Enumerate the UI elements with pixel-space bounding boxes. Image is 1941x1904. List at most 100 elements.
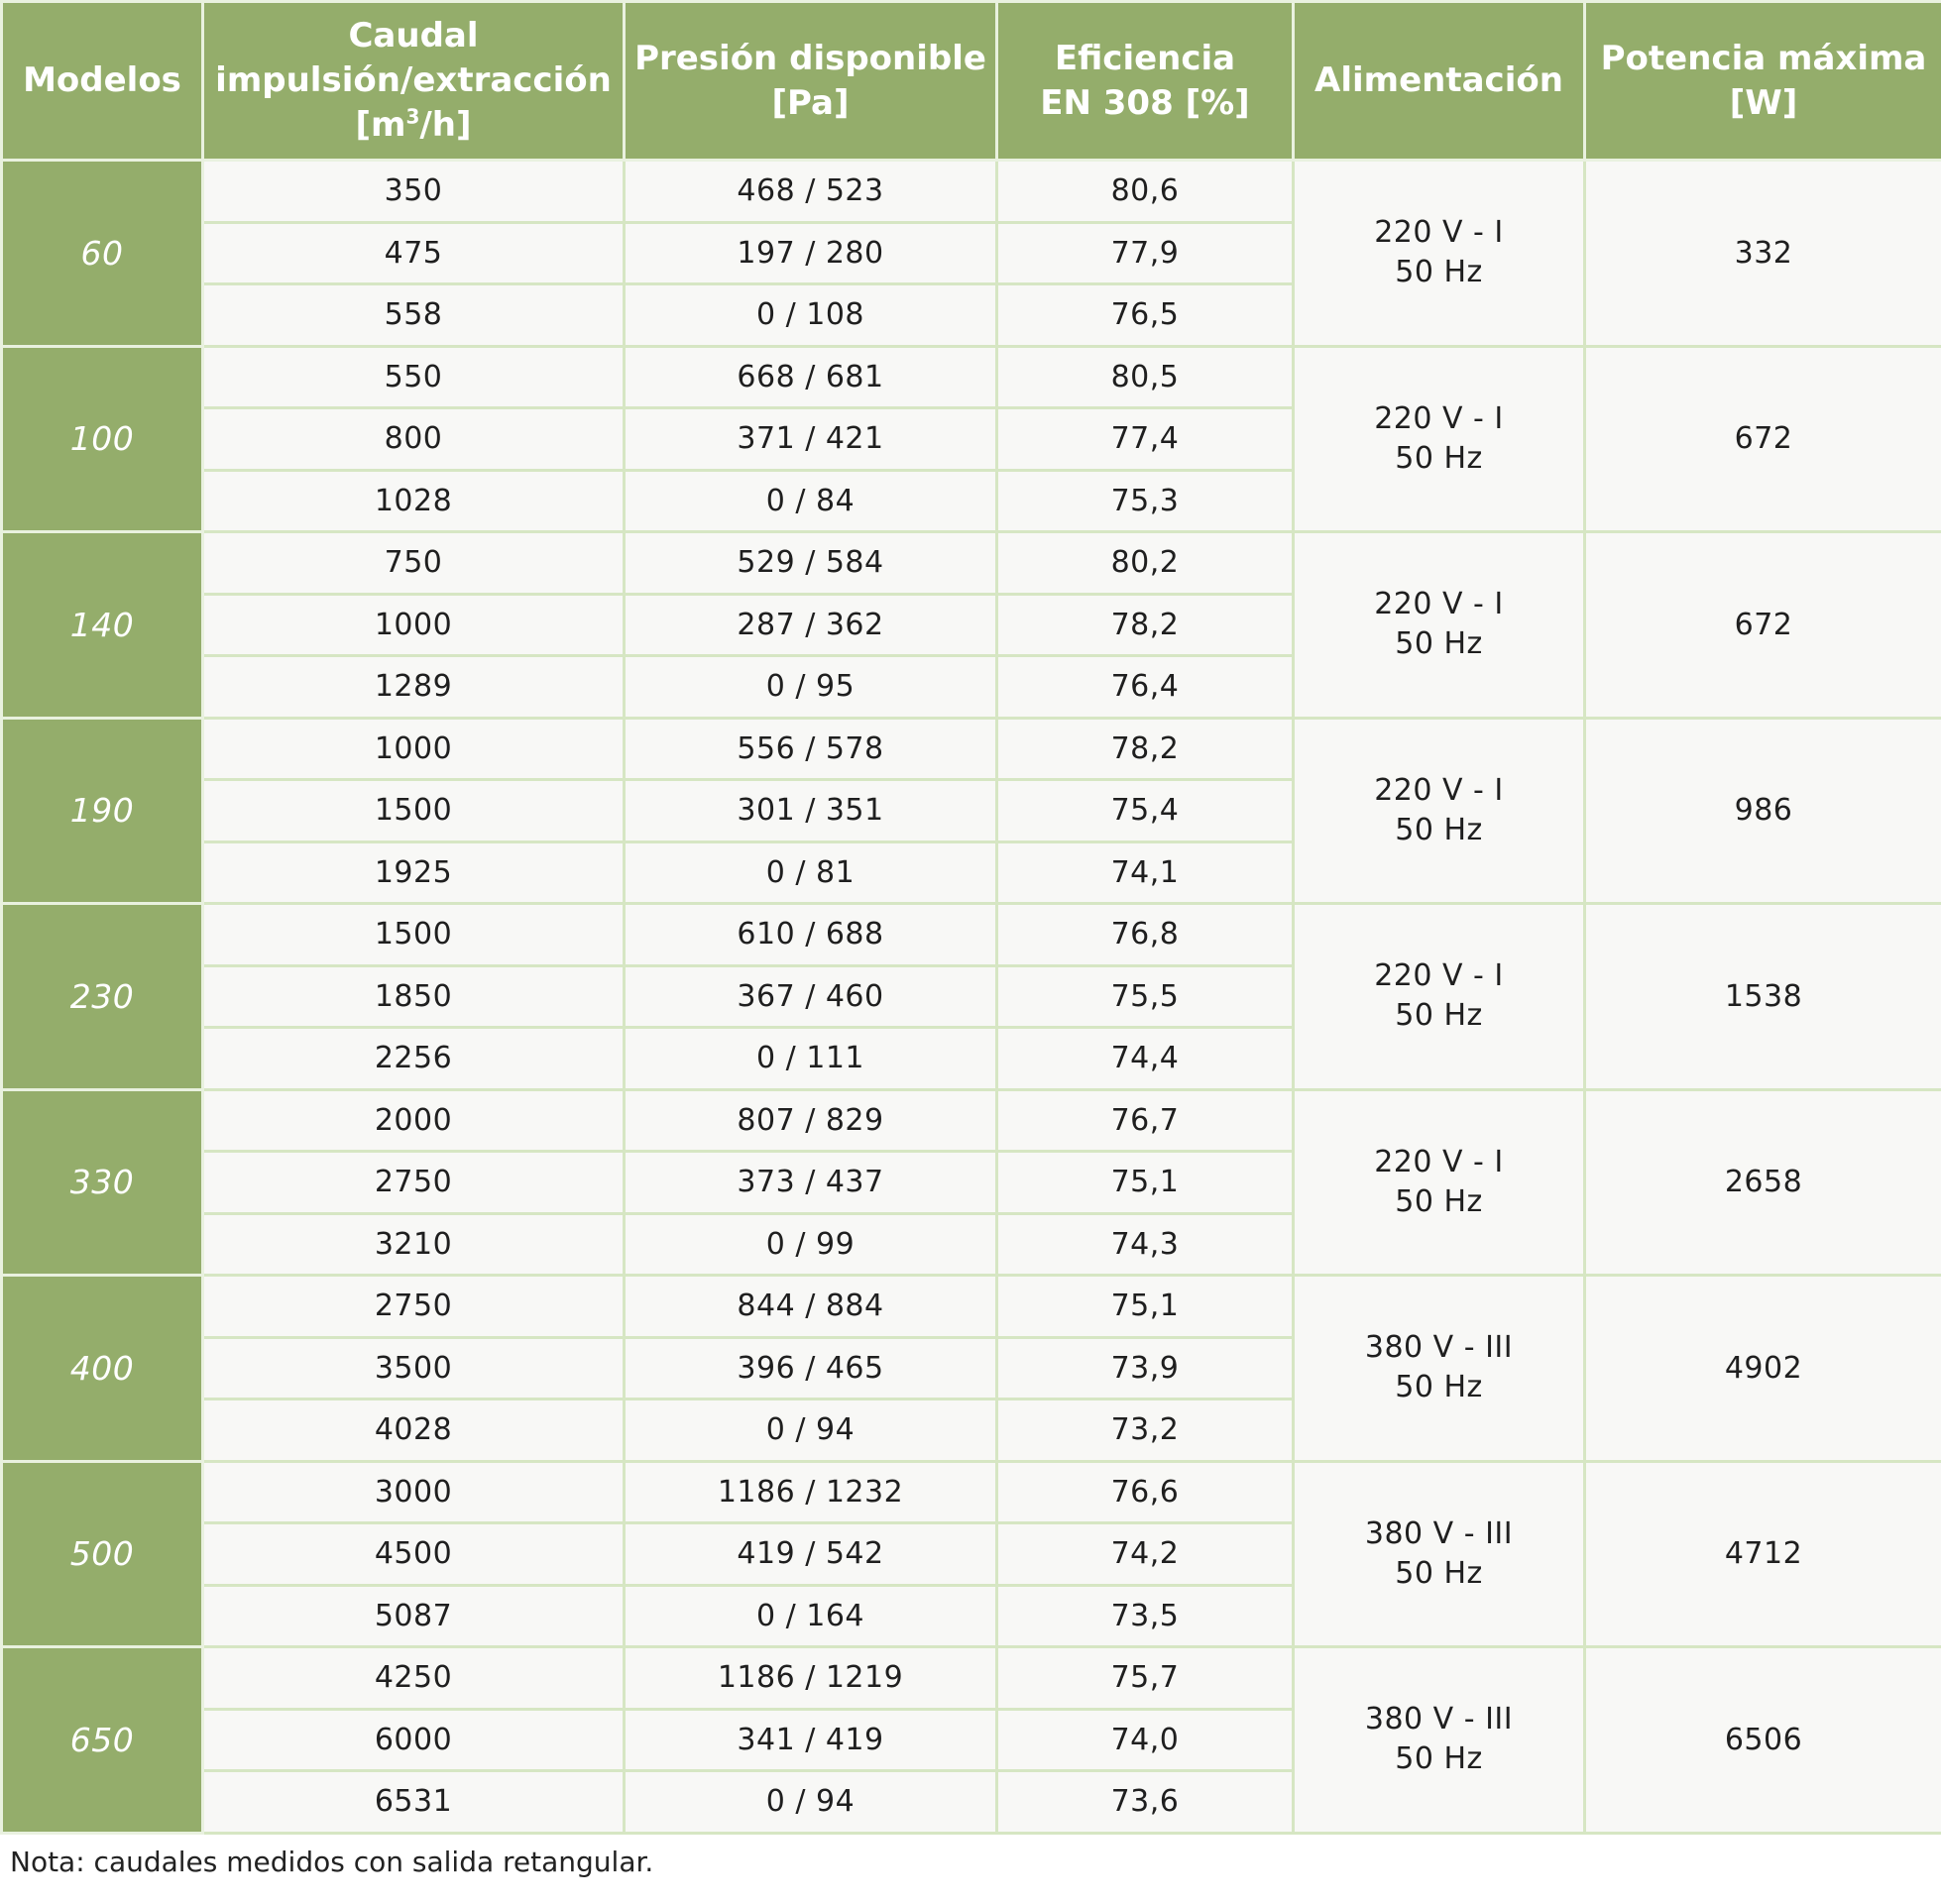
table-row: 4500 419 / 542 74,2 bbox=[2, 1521, 1941, 1587]
pressure-cell: 668 / 681 bbox=[623, 344, 998, 409]
table-row: 1289 0 / 95 76,4 bbox=[2, 654, 1941, 720]
table-row: 100 550 668 / 681 80,5 220 V - I 50 Hz 672 bbox=[0, 344, 1941, 533]
supply-cell: 220 V - I 50 Hz bbox=[1292, 344, 1586, 533]
pressure-cell: 419 / 542 bbox=[623, 1521, 998, 1587]
power-cell: 332 bbox=[1583, 159, 1941, 348]
header-flow-unit-end: /h] bbox=[419, 105, 472, 145]
power-cell: 6506 bbox=[1583, 1645, 1941, 1835]
supply-frequency: 50 Hz bbox=[1395, 1370, 1483, 1405]
flow-cell: 1028 bbox=[201, 468, 626, 533]
flow-cell: 1850 bbox=[201, 963, 626, 1029]
supply-frequency: 50 Hz bbox=[1395, 1555, 1483, 1591]
model-cell: 140 bbox=[0, 530, 204, 720]
supply-cell: 220 V - I 50 Hz bbox=[1292, 159, 1586, 348]
pressure-cell: 1186 / 1219 bbox=[623, 1645, 998, 1711]
pressure-cell: 556 / 578 bbox=[623, 716, 998, 781]
header-pressure-line1: Presión disponible bbox=[634, 38, 986, 78]
table-row: 2256 0 / 111 74,4 bbox=[2, 1026, 1941, 1091]
table-row: 330 2000 807 / 829 76,7 220 V - I 50 Hz 2658 bbox=[0, 1087, 1941, 1277]
pressure-cell: 529 / 584 bbox=[623, 530, 998, 596]
efficiency-cell: 80,2 bbox=[995, 530, 1295, 596]
power-cell: 1538 bbox=[1583, 902, 1941, 1091]
model-cell: 60 bbox=[0, 159, 204, 348]
pressure-cell: 0 / 95 bbox=[623, 654, 998, 720]
efficiency-cell: 80,6 bbox=[995, 159, 1295, 224]
efficiency-cell: 76,8 bbox=[995, 902, 1295, 967]
efficiency-cell: 73,5 bbox=[995, 1583, 1295, 1648]
flow-cell: 3000 bbox=[201, 1459, 626, 1524]
pressure-cell: 373 / 437 bbox=[623, 1150, 998, 1215]
table-row: 650 4250 1186 / 1219 75,7 380 V - III 50 Hz 65… bbox=[0, 1645, 1941, 1835]
efficiency-cell: 78,2 bbox=[995, 716, 1295, 781]
power-cell: 672 bbox=[1583, 530, 1941, 720]
supply-frequency: 50 Hz bbox=[1395, 1183, 1483, 1219]
supply-cell: 380 V - III 50 Hz bbox=[1292, 1274, 1586, 1463]
table-row: 5087 0 / 164 73,5 bbox=[2, 1583, 1941, 1648]
flow-cell: 350 bbox=[201, 159, 626, 224]
supply-voltage: 220 V - I bbox=[1374, 400, 1504, 436]
model-cell: 330 bbox=[0, 1087, 204, 1277]
efficiency-cell: 77,9 bbox=[995, 220, 1295, 285]
supply-cell: 220 V - I 50 Hz bbox=[1292, 530, 1586, 720]
table-row: 4028 0 / 94 73,2 bbox=[2, 1398, 1941, 1463]
header-models: Modelos bbox=[0, 0, 204, 162]
pressure-cell: 0 / 94 bbox=[623, 1398, 998, 1463]
flow-cell: 550 bbox=[201, 344, 626, 409]
flow-cell: 475 bbox=[201, 220, 626, 285]
table-row: 1028 0 / 84 75,3 bbox=[2, 468, 1941, 533]
header-pressure-line2: [Pa] bbox=[771, 82, 850, 123]
pressure-cell: 610 / 688 bbox=[623, 902, 998, 967]
header-flow: Caudal impulsión/extracción [m3/h] bbox=[201, 0, 626, 162]
model-cell: 650 bbox=[0, 1645, 204, 1835]
header-flow-line3: [m3/h] bbox=[204, 103, 623, 148]
table-row: 500 3000 1186 / 1232 76,6 380 V - III 50 Hz 47… bbox=[0, 1459, 1941, 1648]
table-row: 1925 0 / 81 74,1 bbox=[2, 840, 1941, 905]
pressure-cell: 396 / 465 bbox=[623, 1335, 998, 1400]
flow-cell: 1289 bbox=[201, 654, 626, 720]
pressure-cell: 367 / 460 bbox=[623, 963, 998, 1029]
power-cell: 672 bbox=[1583, 344, 1941, 533]
table-row: 1500 301 / 351 75,4 bbox=[2, 778, 1941, 843]
header-power-line1: Potencia máxima bbox=[1600, 38, 1927, 78]
efficiency-cell: 75,3 bbox=[995, 468, 1295, 533]
supply-voltage: 220 V - I bbox=[1374, 587, 1504, 622]
efficiency-cell: 73,6 bbox=[995, 1769, 1295, 1835]
supply-cell: 220 V - I 50 Hz bbox=[1292, 716, 1586, 905]
supply-cell: 380 V - III 50 Hz bbox=[1292, 1645, 1586, 1835]
pressure-cell: 287 / 362 bbox=[623, 592, 998, 657]
pressure-cell: 0 / 99 bbox=[623, 1211, 998, 1277]
specifications-table: Modelos Caudal impulsión/extracción [m3/… bbox=[0, 0, 1941, 1835]
supply-frequency: 50 Hz bbox=[1395, 626, 1483, 662]
efficiency-cell: 74,1 bbox=[995, 840, 1295, 905]
flow-cell: 4250 bbox=[201, 1645, 626, 1711]
supply-voltage: 380 V - III bbox=[1364, 1702, 1514, 1737]
flow-cell: 750 bbox=[201, 530, 626, 596]
table-row: 3210 0 / 99 74,3 bbox=[2, 1211, 1941, 1277]
power-cell: 4712 bbox=[1583, 1459, 1941, 1648]
supply-voltage: 220 V - I bbox=[1374, 215, 1504, 251]
efficiency-cell: 80,5 bbox=[995, 344, 1295, 409]
footnote: Nota: caudales medidos con salida retang… bbox=[10, 1846, 654, 1878]
pressure-cell: 0 / 111 bbox=[623, 1026, 998, 1091]
power-cell: 986 bbox=[1583, 716, 1941, 905]
table-row: 800 371 / 421 77,4 bbox=[2, 406, 1941, 472]
table-body: 60 350 468 / 523 80,6 220 V - I 50 Hz 332 475 19… bbox=[0, 159, 1941, 1835]
efficiency-cell: 73,2 bbox=[995, 1398, 1295, 1463]
header-power: Potencia máxima [W] bbox=[1583, 0, 1941, 162]
pressure-cell: 0 / 81 bbox=[623, 840, 998, 905]
pressure-cell: 341 / 419 bbox=[623, 1707, 998, 1772]
header-flow-unit-start: [m bbox=[355, 105, 406, 145]
pressure-cell: 371 / 421 bbox=[623, 406, 998, 472]
efficiency-cell: 75,1 bbox=[995, 1150, 1295, 1215]
pressure-cell: 0 / 94 bbox=[623, 1769, 998, 1835]
table-row: 60 350 468 / 523 80,6 220 V - I 50 Hz 332 bbox=[0, 159, 1941, 348]
pressure-cell: 301 / 351 bbox=[623, 778, 998, 843]
header-power-line2: [W] bbox=[1729, 82, 1798, 123]
flow-cell: 6000 bbox=[201, 1707, 626, 1772]
flow-cell: 1000 bbox=[201, 716, 626, 781]
flow-cell: 2256 bbox=[201, 1026, 626, 1091]
flow-cell: 6531 bbox=[201, 1769, 626, 1835]
supply-voltage: 380 V - III bbox=[1364, 1515, 1514, 1551]
flow-cell: 2000 bbox=[201, 1087, 626, 1153]
supply-frequency: 50 Hz bbox=[1395, 812, 1483, 847]
